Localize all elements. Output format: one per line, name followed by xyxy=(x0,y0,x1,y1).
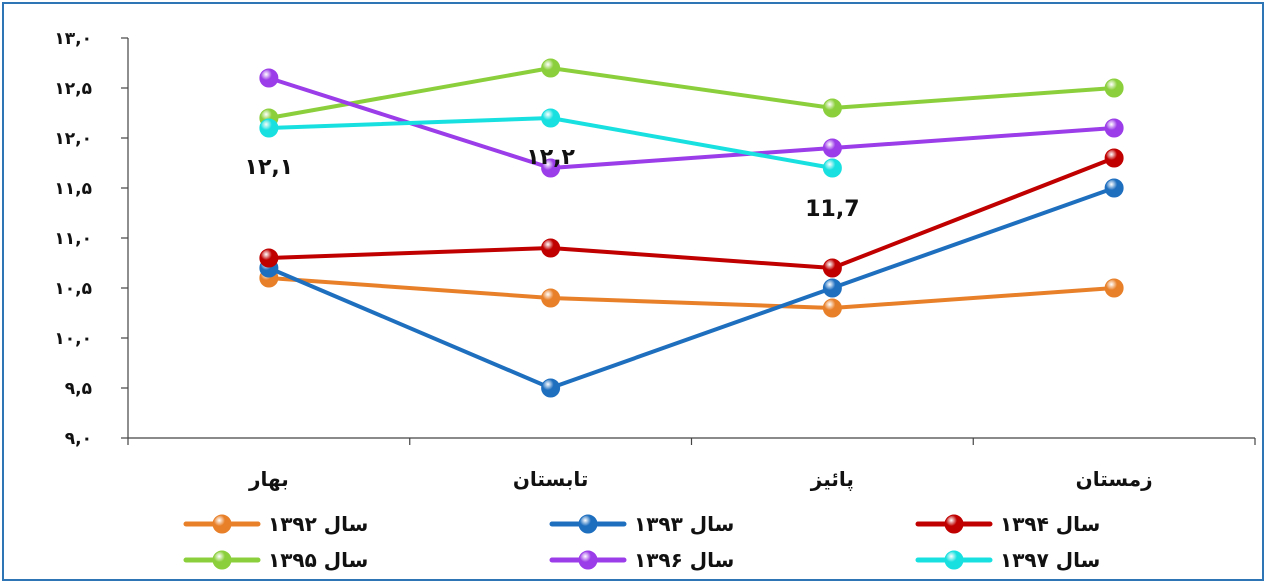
x-tick-label: پائیز xyxy=(810,467,854,492)
data-point xyxy=(259,68,279,88)
y-tick-label: ۱۲,۰ xyxy=(54,129,92,149)
legend-label: سال ۱۳۹۲ xyxy=(268,512,368,536)
data-label: ۱۲,۱ xyxy=(245,155,294,180)
data-point xyxy=(259,118,279,138)
data-point xyxy=(541,238,561,258)
series-line xyxy=(266,156,1117,270)
data-point xyxy=(259,248,279,268)
data-point xyxy=(1104,118,1124,138)
data-label: 11,7 xyxy=(805,197,859,222)
y-tick-label: ۱۱,۰ xyxy=(54,229,92,249)
legend-marker xyxy=(944,550,964,570)
y-tick-label: ۹,۵ xyxy=(65,379,92,399)
series-line xyxy=(266,186,1117,390)
data-point xyxy=(541,108,561,128)
legend-marker xyxy=(578,514,598,534)
data-point xyxy=(822,138,842,158)
x-tick-label: زمستان xyxy=(1076,467,1153,491)
y-tick-label: ۱۱,۵ xyxy=(54,179,92,199)
data-point xyxy=(822,298,842,318)
legend-item: سال ۱۳۹۵ xyxy=(183,548,368,572)
legend-item: سال ۱۳۹۶ xyxy=(549,548,734,572)
legend-marker xyxy=(578,550,598,570)
data-point xyxy=(1104,148,1124,168)
data-labels: ۱۲,۱ ۱۲,۲ 11,7 xyxy=(245,145,860,222)
data-point xyxy=(822,98,842,118)
data-point xyxy=(541,288,561,308)
legend-label: سال ۱۳۹۴ xyxy=(1000,512,1100,536)
data-point xyxy=(822,278,842,298)
data-point xyxy=(541,58,561,78)
legend-label: سال ۱۳۹۶ xyxy=(634,548,734,572)
series-line xyxy=(266,66,1117,120)
data-label: ۱۲,۲ xyxy=(526,145,575,170)
legend: سال ۱۳۹۲ سال ۱۳۹۳ سال ۱۳۹۴ سال ۱۳۹۵ سال ۱۳۹۶… xyxy=(183,512,1100,572)
legend-item: سال ۱۳۹۳ xyxy=(549,512,734,536)
legend-label: سال ۱۳۹۵ xyxy=(268,548,368,572)
legend-marker xyxy=(944,514,964,534)
y-tick-label: ۱۰,۵ xyxy=(54,279,92,299)
data-point xyxy=(822,258,842,278)
axes: ۹,۰ ۹,۵ ۱۰,۰ ۱۰,۵ ۱۱,۰ ۱۱,۵ ۱۲,۰ ۱۲,۵ ۱۳,۰ بهار تا… xyxy=(54,29,1256,492)
legend-marker xyxy=(212,514,232,534)
series-line xyxy=(266,276,1117,310)
x-tick-label: بهار xyxy=(248,467,289,491)
data-point xyxy=(1104,178,1124,198)
legend-item: سال ۱۳۹۴ xyxy=(915,512,1100,536)
legend-item: سال ۱۳۹۷ xyxy=(915,548,1100,572)
y-tick-label: ۱۲,۵ xyxy=(54,79,92,99)
data-point xyxy=(1104,78,1124,98)
y-tick-label: ۱۳,۰ xyxy=(54,29,92,49)
y-tick-label: ۹,۰ xyxy=(65,429,92,449)
legend-label: سال ۱۳۹۳ xyxy=(634,512,734,536)
data-point xyxy=(1104,278,1124,298)
y-tick-label: ۱۰,۰ xyxy=(54,329,92,349)
data-point xyxy=(541,378,561,398)
series-lines xyxy=(259,58,1124,398)
legend-item: سال ۱۳۹۲ xyxy=(183,512,368,536)
x-tick-label: تابستان xyxy=(513,467,589,491)
legend-marker xyxy=(212,550,232,570)
data-point xyxy=(541,158,561,178)
legend-label: سال ۱۳۹۷ xyxy=(1000,548,1100,572)
data-point xyxy=(822,158,842,178)
